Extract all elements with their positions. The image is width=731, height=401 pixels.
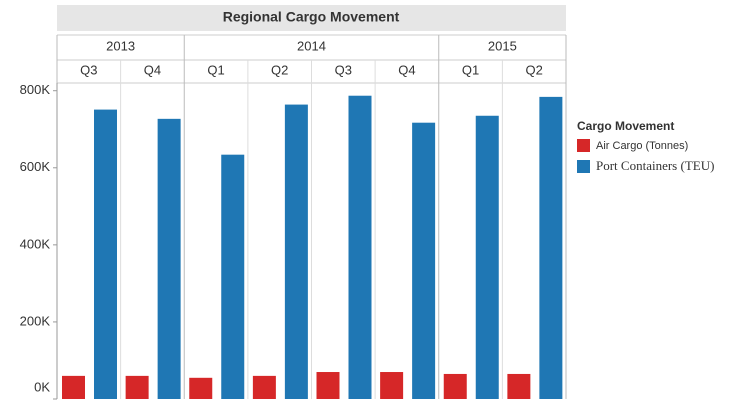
- quarter-label: Q4: [144, 62, 161, 77]
- quarter-label: Q3: [80, 62, 97, 77]
- y-tick-label: 200K: [20, 313, 51, 328]
- bar: [157, 118, 181, 400]
- bar: [443, 373, 467, 399]
- bar: [284, 104, 308, 399]
- bar: [62, 375, 85, 399]
- y-tick-label: 400K: [20, 236, 51, 251]
- y-tick-label: 600K: [20, 159, 51, 174]
- bar: [316, 372, 340, 399]
- bar: [475, 115, 499, 399]
- bar: [539, 96, 563, 399]
- year-label: 2014: [297, 38, 326, 53]
- bar: [412, 122, 436, 399]
- legend-swatch: [577, 160, 590, 173]
- legend-title: Cargo Movement: [577, 119, 674, 133]
- legend-swatch: [577, 139, 590, 152]
- chart-title: Regional Cargo Movement: [223, 9, 400, 25]
- bar: [125, 375, 149, 399]
- bar: [189, 377, 213, 399]
- title-bar: [57, 5, 566, 31]
- quarter-label: Q2: [271, 62, 288, 77]
- quarter-label: Q1: [462, 62, 479, 77]
- quarter-label: Q3: [335, 62, 352, 77]
- y-tick-label: 800K: [20, 82, 51, 97]
- bar: [507, 373, 531, 399]
- quarter-label: Q4: [398, 62, 415, 77]
- bar: [221, 154, 245, 399]
- bar: [94, 109, 117, 399]
- bar: [380, 372, 404, 399]
- legend-label: Port Containers (TEU): [596, 158, 714, 173]
- legend-label: Air Cargo (Tonnes): [596, 140, 688, 152]
- bar: [348, 95, 372, 399]
- year-label: 2013: [106, 38, 135, 53]
- quarter-label: Q1: [207, 62, 224, 77]
- year-label: 2015: [488, 38, 517, 53]
- y-tick-label: 0K: [34, 379, 50, 394]
- quarter-label: Q2: [526, 62, 543, 77]
- bar: [252, 375, 276, 399]
